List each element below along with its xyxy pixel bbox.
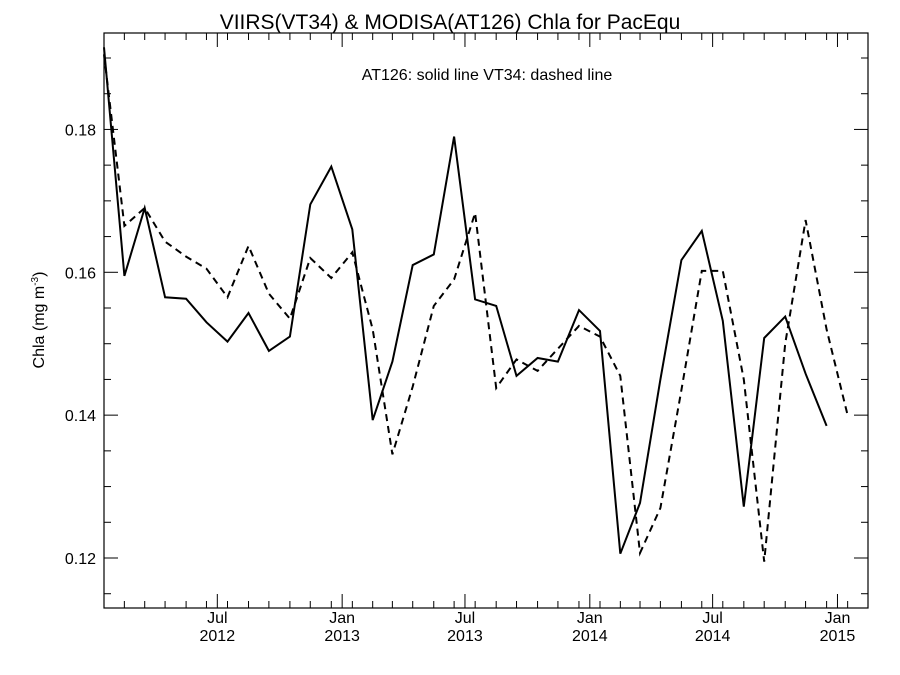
x-tick-label-year: 2014: [695, 628, 731, 645]
series-line-vt34: [103, 54, 849, 562]
y-tick-label: 0.16: [65, 265, 96, 282]
x-tick-label-year: 2013: [324, 628, 360, 645]
x-tick-label-month: Jul: [702, 610, 722, 627]
y-tick-label: 0.12: [65, 551, 96, 568]
y-axis: 0.12 0.14 0.16 0.18: [65, 57, 868, 595]
legend-annotation: AT126: solid line VT34: dashed line: [362, 67, 613, 84]
x-tick-label-year: 2015: [820, 628, 856, 645]
series-group: [103, 47, 849, 562]
x-tick-label-year: 2014: [572, 628, 608, 645]
x-tick-label-month: Jan: [825, 610, 851, 627]
y-axis-label-main: Chla (mg m: [31, 286, 48, 369]
y-tick-label: 0.14: [65, 408, 96, 425]
x-tick-label-month: Jan: [577, 610, 603, 627]
x-tick-label-month: Jul: [455, 610, 475, 627]
y-tick-label: 0.18: [65, 122, 96, 139]
x-tick-label-month: Jan: [329, 610, 355, 627]
x-tick-label-year: 2013: [447, 628, 483, 645]
y-axis-label-superscript: -3: [30, 276, 41, 285]
x-axis: Jul2012Jan2013Jul2013Jan2014Jul2014Jan20…: [103, 33, 869, 645]
x-tick-label-month: Jul: [207, 610, 227, 627]
x-tick-label-year: 2012: [200, 628, 236, 645]
y-axis-label: Chla (mg m-3): [30, 272, 48, 369]
plot-frame: [103, 32, 869, 609]
y-axis-label-close: ): [31, 272, 48, 277]
chart-title: VIIRS(VT34) & MODISA(AT126) Chla for Pac…: [220, 11, 681, 34]
series-line-at126: [103, 47, 828, 555]
